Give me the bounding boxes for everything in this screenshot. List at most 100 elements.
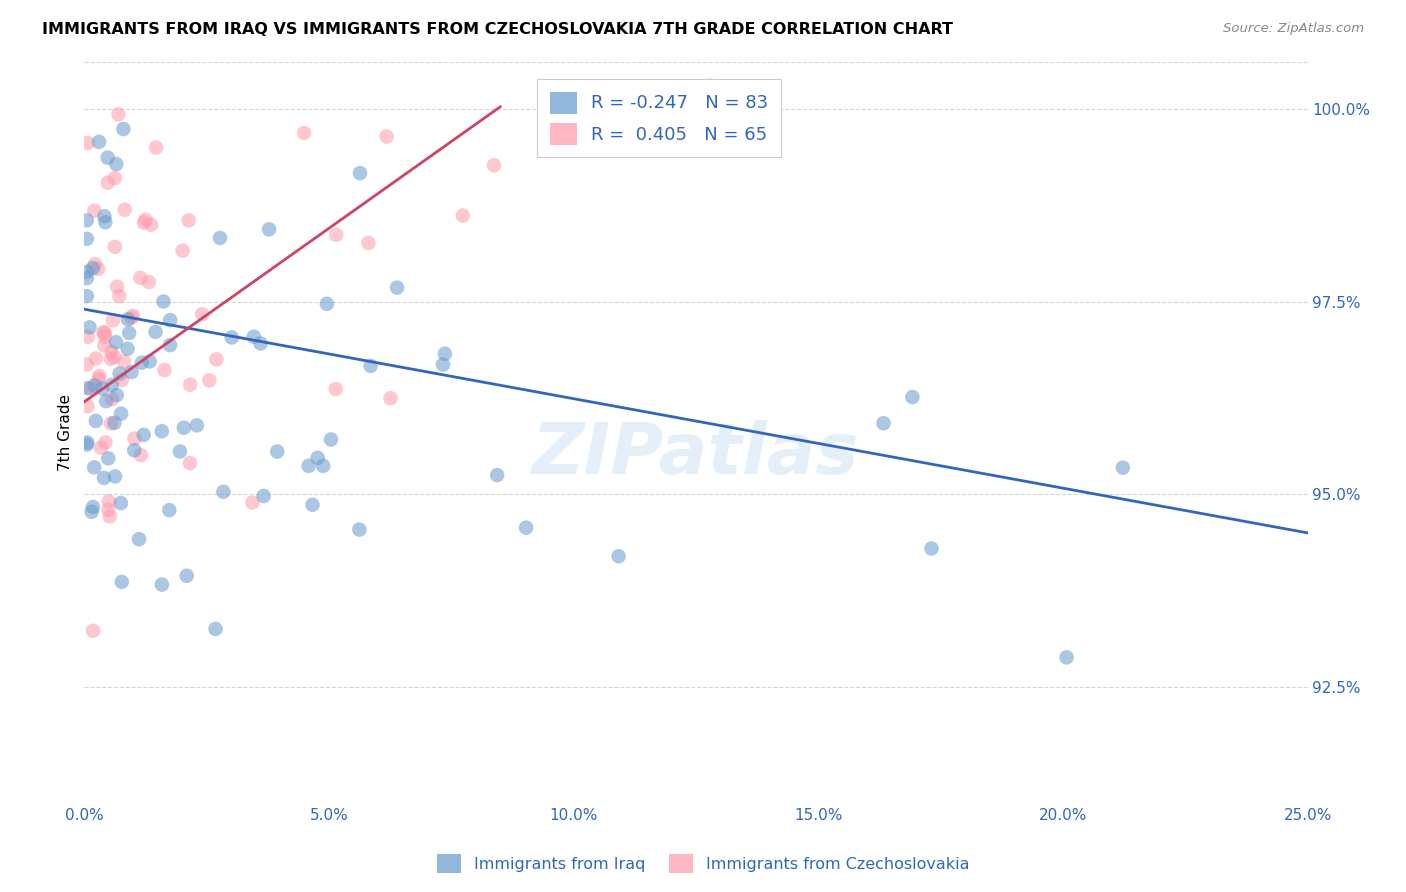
Point <box>87 135 110 149</box>
Point <box>153 363 176 377</box>
Point <box>349 166 371 180</box>
Point <box>89 369 111 384</box>
Point <box>292 126 315 140</box>
Point <box>131 356 153 370</box>
Point <box>205 352 228 367</box>
Point <box>571 105 593 120</box>
Point <box>94 330 117 344</box>
Point <box>76 330 98 344</box>
Point <box>486 468 509 483</box>
Point <box>76 265 98 279</box>
Point <box>76 399 98 413</box>
Point <box>87 262 110 277</box>
Point <box>349 523 371 537</box>
Point <box>872 417 894 431</box>
Point <box>117 342 139 356</box>
Point <box>138 354 160 368</box>
Point <box>93 326 115 340</box>
Point <box>79 320 101 334</box>
Point <box>97 503 120 517</box>
Point <box>97 494 120 508</box>
Point <box>87 372 110 386</box>
Point <box>83 460 105 475</box>
Point <box>357 235 380 250</box>
Legend: Immigrants from Iraq, Immigrants from Czechoslovakia: Immigrants from Iraq, Immigrants from Cz… <box>430 847 976 880</box>
Point <box>249 336 271 351</box>
Point <box>177 213 200 227</box>
Point <box>212 484 235 499</box>
Point <box>152 294 174 309</box>
Point <box>104 469 127 483</box>
Point <box>432 358 454 372</box>
Point <box>901 390 924 404</box>
Point <box>100 417 122 431</box>
Point <box>921 541 943 556</box>
Point <box>699 78 721 93</box>
Point <box>82 500 104 514</box>
Point <box>104 240 127 254</box>
Point <box>121 310 143 325</box>
Point <box>110 496 132 510</box>
Point <box>82 624 104 638</box>
Point <box>76 136 98 150</box>
Point <box>121 365 143 379</box>
Point <box>105 157 128 171</box>
Point <box>111 373 134 387</box>
Point <box>93 326 115 340</box>
Point <box>118 326 141 340</box>
Point <box>94 394 117 409</box>
Point <box>150 424 173 438</box>
Point <box>94 215 117 229</box>
Point <box>93 338 115 352</box>
Point <box>172 244 194 258</box>
Point <box>221 330 243 344</box>
Point <box>150 577 173 591</box>
Point <box>380 391 402 405</box>
Point <box>97 176 120 190</box>
Point <box>124 432 146 446</box>
Point <box>83 203 105 218</box>
Point <box>76 232 98 246</box>
Point <box>100 351 122 366</box>
Point <box>83 378 105 392</box>
Point <box>385 280 408 294</box>
Point <box>112 354 135 368</box>
Point <box>114 202 136 217</box>
Point <box>325 382 347 396</box>
Point <box>103 350 125 364</box>
Point <box>103 416 125 430</box>
Point <box>243 330 266 344</box>
Point <box>312 458 335 473</box>
Point <box>101 377 124 392</box>
Point <box>108 289 131 303</box>
Point <box>169 444 191 458</box>
Point <box>128 532 150 546</box>
Point <box>76 358 98 372</box>
Point <box>159 313 181 327</box>
Point <box>80 505 103 519</box>
Point <box>1056 650 1078 665</box>
Point <box>84 257 107 271</box>
Point <box>179 456 201 470</box>
Point <box>76 435 98 450</box>
Point <box>179 377 201 392</box>
Point <box>325 227 347 242</box>
Point <box>134 212 156 227</box>
Point <box>101 392 124 406</box>
Point <box>433 347 456 361</box>
Point <box>122 443 145 458</box>
Point <box>93 471 115 485</box>
Point <box>105 279 128 293</box>
Point <box>252 489 274 503</box>
Point <box>319 433 342 447</box>
Text: Source: ZipAtlas.com: Source: ZipAtlas.com <box>1223 22 1364 36</box>
Text: IMMIGRANTS FROM IRAQ VS IMMIGRANTS FROM CZECHOSLOVAKIA 7TH GRADE CORRELATION CHA: IMMIGRANTS FROM IRAQ VS IMMIGRANTS FROM … <box>42 22 953 37</box>
Point <box>208 231 231 245</box>
Point <box>129 270 152 285</box>
Point <box>301 498 323 512</box>
Point <box>82 261 104 276</box>
Point <box>84 351 107 366</box>
Point <box>607 549 630 564</box>
Point <box>84 414 107 428</box>
Point <box>111 574 134 589</box>
